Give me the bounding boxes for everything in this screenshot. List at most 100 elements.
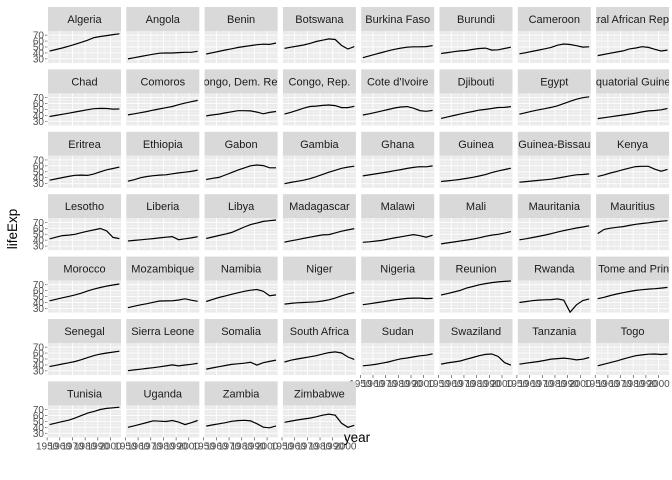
- facet-strip: [126, 381, 200, 406]
- x-tick-label: 1980: [544, 379, 567, 390]
- facet-strip-label: Tanzania: [532, 326, 577, 338]
- series-line: [362, 45, 433, 59]
- y-tick-label: 30: [33, 117, 45, 128]
- facet-strip-label: Guinea-Bissau: [518, 139, 590, 151]
- facet-strip: [282, 194, 356, 219]
- facet-strip-label: Botswana: [295, 14, 344, 26]
- series-line: [597, 165, 668, 177]
- x-tick-label: 1980: [309, 441, 332, 452]
- series-line: [49, 166, 120, 181]
- x-tick-label: 1990: [478, 379, 501, 390]
- y-tick-label: 70: [33, 280, 45, 291]
- x-tick-label: 2000: [99, 441, 122, 452]
- facet-strip: [126, 194, 200, 219]
- x-tick-label: 1950: [349, 379, 372, 390]
- series-line: [441, 46, 512, 55]
- series-line: [440, 280, 511, 296]
- x-tick-label: 1960: [518, 379, 541, 390]
- y-tick-label: 30: [33, 179, 45, 190]
- series-line: [127, 362, 198, 372]
- facet-strip-label: Equatorial Guinea: [589, 76, 672, 88]
- facet-panel: Comoros: [124, 69, 200, 126]
- facet-strip: [596, 194, 670, 219]
- x-tick-label: 1960: [205, 441, 228, 452]
- facet-panel: Egypt: [516, 69, 591, 126]
- facet-strip: [596, 7, 670, 31]
- facet-strip-label: Chad: [71, 76, 97, 88]
- series-line: [127, 99, 198, 116]
- facet-strip: [439, 194, 513, 219]
- facet-strip-label: Libya: [228, 201, 255, 213]
- y-tick-label: 70: [33, 31, 45, 42]
- x-tick-label: 1970: [609, 379, 632, 390]
- x-tick-label: 2000: [569, 379, 592, 390]
- facet-panel: Guinea: [438, 131, 513, 188]
- series-line: [597, 220, 668, 235]
- x-tick-label: 1970: [531, 379, 554, 390]
- x-tick-label: 2000: [334, 441, 357, 452]
- facet-strip: [126, 69, 200, 94]
- facet-strip-label: Eritrea: [68, 139, 101, 151]
- facet-strip-label: South Africa: [290, 326, 350, 338]
- y-tick-label: 60: [33, 99, 45, 110]
- facet-strip-label: Benin: [227, 14, 255, 26]
- facet-panel: Ethiopia: [124, 131, 200, 188]
- facet-strip: [204, 69, 278, 94]
- facet-strip: [439, 256, 513, 281]
- x-tick-label: 1950: [427, 379, 450, 390]
- facet-panel: Congo, Rep.: [281, 69, 356, 126]
- facet-strip-label: Liberia: [146, 201, 180, 213]
- x-tick-label: 1990: [87, 441, 110, 452]
- series-line: [440, 353, 512, 366]
- x-tick-label: 1950: [114, 441, 137, 452]
- series-line: [49, 33, 120, 52]
- facet-panel: Madagascar: [281, 194, 356, 251]
- facet-strip: [517, 256, 591, 281]
- facet-strip-label: Zambia: [223, 388, 261, 400]
- x-tick-label: 1950: [193, 441, 216, 452]
- x-tick-label: 1990: [556, 379, 579, 390]
- facet-panel: Mauritius: [594, 194, 670, 251]
- y-tick-label: 70: [33, 218, 45, 229]
- facet-strip: [282, 256, 356, 281]
- facet-panel: Mauritania: [516, 194, 591, 251]
- facet-strip-label: Mali: [466, 201, 486, 213]
- series-line: [597, 46, 668, 57]
- y-tick-label: 60: [33, 161, 45, 172]
- series-line: [284, 413, 355, 428]
- series-line: [519, 43, 590, 55]
- y-tick-label: 50: [33, 43, 45, 54]
- facet-strip-label: Rwanda: [534, 264, 575, 276]
- y-tick-label: 60: [33, 411, 45, 422]
- facet-strip: [361, 194, 435, 219]
- x-tick-label: 1980: [622, 379, 645, 390]
- facet-strip-label: Burundi: [457, 14, 495, 26]
- facet-strip-label: Madagascar: [289, 201, 350, 213]
- facet-strip-label: Mozambique: [131, 264, 194, 276]
- x-axis-title: year: [344, 430, 371, 445]
- x-tick-label: 1970: [218, 441, 241, 452]
- x-tick-label: 1970: [61, 441, 84, 452]
- series-line: [284, 104, 355, 115]
- facet-strip: [48, 194, 121, 219]
- facet-strip: [204, 131, 278, 156]
- facet-strip: [361, 131, 435, 156]
- facet-strip: [361, 256, 435, 281]
- y-tick-label: 50: [33, 292, 45, 303]
- facet-panel: South Africa: [281, 319, 356, 375]
- x-tick-label: 2000: [413, 379, 436, 390]
- facet-strip-label: Burkina Faso: [365, 14, 430, 26]
- x-tick-label: 1980: [466, 379, 489, 390]
- facet-panel: Guinea-Bissau: [516, 131, 591, 188]
- facet-strip-label: Angola: [146, 14, 181, 26]
- series-line: [284, 228, 355, 243]
- series-line: [206, 219, 277, 240]
- facet-strip: [48, 319, 121, 343]
- facet-panel: Sierra Leone: [124, 319, 200, 375]
- x-tick-label: 1960: [362, 379, 385, 390]
- facet-panel: Burkina Faso: [359, 7, 435, 63]
- facet-panels: 3040506070304050607030405060703040506070…: [33, 7, 672, 452]
- facet-strip: [596, 319, 670, 343]
